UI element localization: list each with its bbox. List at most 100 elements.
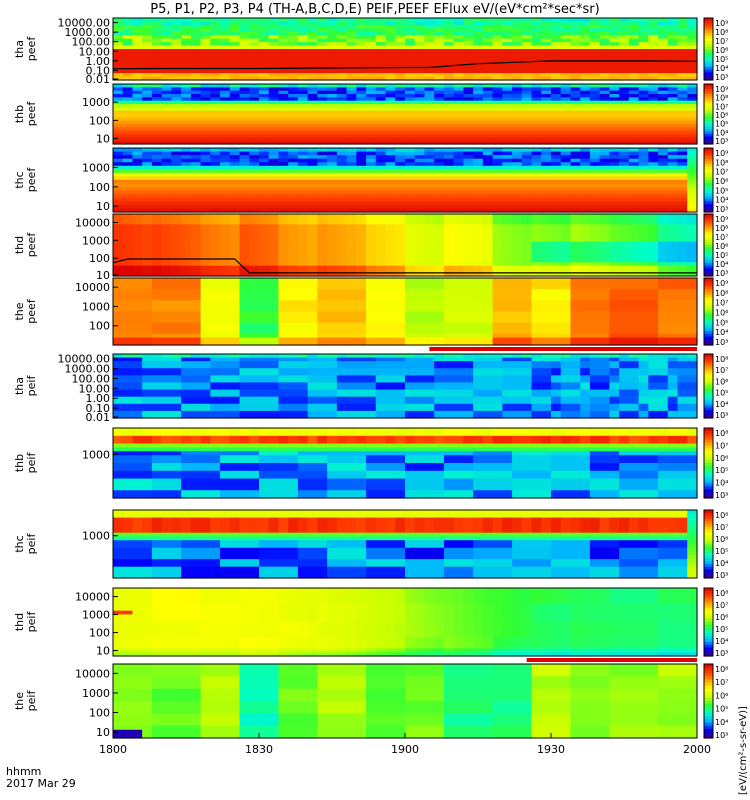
heatmap-cell xyxy=(473,104,484,108)
heatmap-cell xyxy=(443,248,455,253)
heatmap-cell xyxy=(181,69,192,74)
heatmap-cell xyxy=(336,204,348,210)
heatmap-cell xyxy=(171,304,182,309)
heatmap-cell xyxy=(113,73,124,78)
heatmap-cell xyxy=(570,84,581,88)
heatmap-cell xyxy=(356,120,367,125)
heatmap-cell xyxy=(336,42,348,47)
heatmap-cell xyxy=(473,130,484,135)
heatmap-cell xyxy=(434,204,445,210)
heatmap-cell xyxy=(424,158,435,163)
heatmap-cell xyxy=(424,176,435,181)
heatmap-cell xyxy=(210,285,221,290)
heatmap-cell xyxy=(667,120,679,125)
heatmap-cell xyxy=(375,42,387,47)
heatmap-cell xyxy=(521,238,533,243)
heatmap-cell xyxy=(336,124,348,128)
heatmap-cell xyxy=(580,66,591,71)
heatmap-cell xyxy=(541,208,552,213)
heatmap-cell xyxy=(385,104,396,108)
heatmap-cell xyxy=(307,251,318,256)
heatmap-cell xyxy=(142,18,153,23)
heatmap-cell xyxy=(609,262,620,267)
heatmap-cell xyxy=(424,208,435,213)
heatmap-cell xyxy=(473,124,484,128)
heatmap-cell xyxy=(385,201,396,206)
heatmap-cell xyxy=(366,217,377,222)
heatmap-cell xyxy=(317,224,328,229)
heatmap-cell xyxy=(648,87,659,92)
heatmap-cell xyxy=(395,176,406,181)
heatmap-cell xyxy=(132,69,143,74)
heatmap-cell xyxy=(385,130,396,135)
heatmap-cell xyxy=(161,165,172,170)
heatmap-cell xyxy=(687,231,698,236)
heatmap-cell xyxy=(327,100,338,105)
heatmap-cell xyxy=(434,162,445,167)
heatmap-cell xyxy=(473,137,484,142)
heatmap-cell xyxy=(648,69,659,74)
heatmap-cell xyxy=(502,100,513,105)
heatmap-cell xyxy=(677,52,688,57)
heatmap-cell xyxy=(366,311,377,316)
heatmap-cell xyxy=(492,251,503,256)
heatmap-cell xyxy=(677,148,688,153)
heatmap-cell xyxy=(453,227,464,232)
heatmap-cell xyxy=(619,251,630,256)
colorbar-tick-label: 10⁷ xyxy=(715,102,728,111)
heatmap-cell xyxy=(297,251,309,256)
heatmap-cell xyxy=(113,315,124,320)
heatmap-cell xyxy=(151,42,163,47)
heatmap-cell xyxy=(570,124,581,128)
heatmap-cell xyxy=(531,208,542,213)
heatmap-cell xyxy=(677,124,688,128)
heatmap-cell xyxy=(210,265,221,270)
heatmap-cell xyxy=(268,24,280,29)
heatmap-cell xyxy=(122,18,134,23)
heatmap-cell xyxy=(580,220,591,225)
heatmap-cell xyxy=(531,73,542,78)
heatmap-cell xyxy=(278,148,289,153)
heatmap-cell xyxy=(229,322,241,327)
heatmap-cell xyxy=(151,137,163,142)
heatmap-cell xyxy=(599,24,610,29)
heatmap-cell xyxy=(677,169,688,174)
heatmap-cell xyxy=(190,333,202,339)
heatmap-cell xyxy=(288,172,299,178)
heatmap-cell xyxy=(521,127,533,132)
heatmap-cell xyxy=(599,234,610,239)
heatmap-cell xyxy=(375,104,387,108)
colorbar-swatch xyxy=(704,219,713,223)
heatmap-cell xyxy=(132,73,143,78)
heatmap-cell xyxy=(132,231,143,236)
heatmap-cell xyxy=(473,272,484,277)
heatmap-cell xyxy=(687,24,698,29)
heatmap-cell xyxy=(239,59,250,64)
heatmap-cell xyxy=(366,90,377,95)
heatmap-cell xyxy=(132,165,143,170)
heatmap-cell xyxy=(190,307,202,313)
heatmap-cell xyxy=(278,104,289,108)
heatmap-cell xyxy=(181,104,192,108)
heatmap-cell xyxy=(638,224,649,229)
heatmap-cell xyxy=(307,110,318,115)
heatmap-cell xyxy=(658,73,669,78)
heatmap-cell xyxy=(385,38,396,43)
heatmap-cell xyxy=(677,21,688,26)
heatmap-cell xyxy=(317,234,328,239)
heatmap-cell xyxy=(336,104,348,108)
heatmap-cell xyxy=(512,224,523,229)
heatmap-cell xyxy=(395,55,406,60)
heatmap-cell xyxy=(658,134,669,138)
heatmap-cell xyxy=(278,73,289,78)
heatmap-cell xyxy=(366,21,377,26)
heatmap-cell xyxy=(346,333,357,339)
heatmap-cell xyxy=(220,194,231,199)
heatmap-cell xyxy=(346,315,357,320)
heatmap-cell xyxy=(239,97,250,102)
heatmap-cell xyxy=(677,265,688,270)
heatmap-cell xyxy=(628,269,640,274)
heatmap-cell xyxy=(327,76,338,81)
heatmap-cell xyxy=(443,151,455,156)
heatmap-cell xyxy=(307,38,318,43)
